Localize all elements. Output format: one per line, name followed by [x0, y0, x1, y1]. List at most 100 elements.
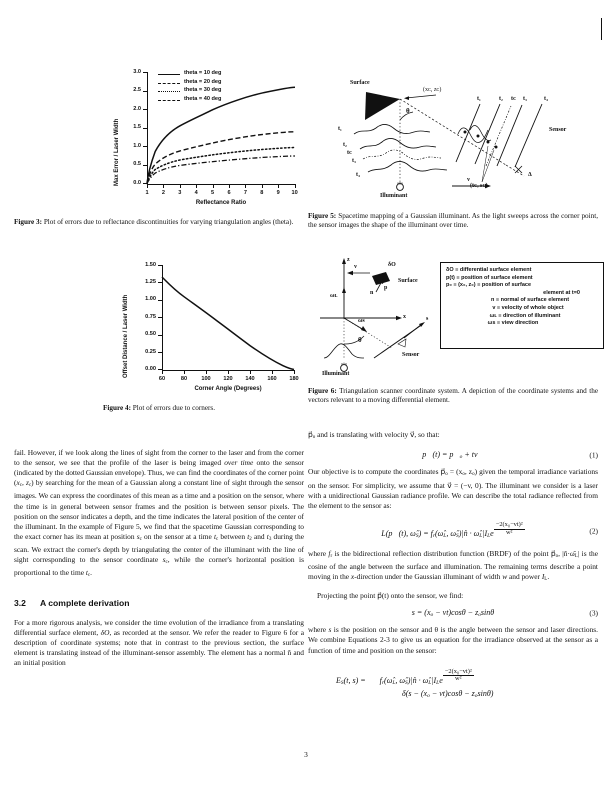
- fig5-label-t4-left: t₄: [356, 172, 360, 178]
- legend-item: theta = 20 deg: [158, 79, 250, 88]
- chart2-xlabel: Corner Angle (Degrees): [194, 386, 262, 392]
- legend-row: element at t=0: [543, 289, 580, 296]
- fig6-label-illuminant: Illuminant: [322, 371, 350, 377]
- chart1-xtick: [261, 184, 263, 188]
- chart1-xtick-label: 6: [227, 190, 231, 196]
- equation-4-exponent: −2(x₀−vt)² w²: [442, 667, 474, 683]
- section-heading-3-2: 3.2 A complete derivation: [14, 598, 304, 608]
- fig6-label-omega-l: ωʟ: [330, 293, 338, 299]
- fig6-label-sensor: Sensor: [402, 352, 420, 358]
- chart1-legend: theta = 10 deg theta = 20 deg theta = 30…: [158, 70, 250, 104]
- chart1-ytick: [143, 72, 147, 73]
- fig6-label-dO: δO: [388, 262, 396, 268]
- paragraph-brdf: where fr is the bidirectional reflection…: [308, 548, 598, 582]
- chart2-xtick: [184, 370, 185, 374]
- legend-row: v ≡ velocity of whole object: [492, 304, 564, 311]
- chart2-ytick: [158, 265, 162, 266]
- figure-4: Offset Distance / Laser Width 1.50 1.25 …: [118, 256, 308, 396]
- page-number: 3: [304, 750, 308, 759]
- legend-label: theta = 40 deg: [184, 95, 222, 102]
- chart1-ytick-label: 0.0: [133, 179, 141, 186]
- chart2-xtick-label: 140: [245, 376, 255, 382]
- equation-4-exp-num: −2(x₀−vt)²: [442, 667, 474, 677]
- chart2-ytick: [158, 369, 162, 370]
- chart1-ytick-label: 2.5: [133, 87, 141, 93]
- fig3-caption-label: Figure 3:: [14, 218, 43, 226]
- chart2-xtick: [250, 370, 251, 374]
- equation-4-rhs-line2: δ(s − (xo − vt)cosθ − zosinθ): [402, 689, 494, 700]
- crop-mark: [601, 18, 602, 40]
- chart2-xtick: [206, 370, 207, 374]
- chart1-xtick-label: 2: [161, 190, 165, 196]
- equation-2-number: (2): [589, 526, 598, 536]
- chart-max-error: Max Error / Laser Width 3.0 2.5 2.0 1.5 …: [108, 62, 304, 212]
- fig5-label-tc-left: tᴄ: [347, 150, 353, 156]
- fig5-label-t2-left: t₂: [343, 142, 347, 148]
- fig5-label-sensor-point: (tᴄ, sᴄ): [470, 183, 488, 189]
- chart1-ytick-label: 2.0: [133, 105, 141, 112]
- chart2-ytick: [158, 299, 162, 301]
- paragraph-translating: p⃗o and is translating with velocity v⃗,…: [308, 430, 440, 441]
- figure-6-caption: Figure 6: Triangulation scanner coordina…: [308, 387, 598, 406]
- chart2-ytick-label: 0.00: [145, 365, 156, 372]
- legend-item: theta = 30 deg: [158, 87, 250, 96]
- paragraph-projecting: Projecting the point p⃗(t) onto the sens…: [317, 591, 464, 601]
- figure-6-legend-box: δO ≡ differential surface element p(t) ≡…: [440, 262, 604, 349]
- equation-4-rhs-line1: fr(ω̂L, ω̂S)|n̂ · ω̂L|ILe: [379, 676, 443, 687]
- fig5-label-sensor: Sensor: [549, 127, 567, 133]
- chart2-xtick-label: 80: [180, 376, 188, 382]
- fig6-label-x: x: [403, 314, 406, 320]
- chart1-x-axis: [147, 183, 295, 185]
- equation-4: ES(t, s) = fr(ω̂L, ω̂S)|n̂ · ω̂L|ILe −2(x…: [308, 667, 598, 700]
- chart1-ytick-label: 3.0: [133, 68, 141, 75]
- chart2-ytick: [158, 334, 162, 336]
- fig5-label-tc-sensor: tᴄ: [511, 96, 517, 102]
- fig6-caption-label: Figure 6:: [308, 387, 337, 395]
- legend-swatch-solid: [158, 74, 180, 75]
- section-number: 3.2: [14, 597, 26, 608]
- legend-row: ωʟ ≡ direction of illuminant: [489, 312, 561, 319]
- legend-swatch-dotted: [158, 91, 180, 92]
- legend-row: ωs ≡ view direction: [487, 320, 539, 327]
- chart1-xtick: [163, 184, 165, 188]
- fig5-caption-text: Spacetime mapping of a Gaussian illumina…: [308, 212, 599, 230]
- chart1-xtick-label: 9: [276, 190, 280, 196]
- chart2-xtick-label: 120: [223, 376, 233, 382]
- chart1-ytick: [143, 164, 147, 166]
- legend-row: δO ≡ differential surface element: [446, 267, 532, 273]
- equation-1: p⃗(t) = p⃗o + tv⃗ (1): [308, 450, 598, 460]
- fig5-label-surface: Surface: [350, 80, 370, 86]
- paragraph-combine: where s is the position on the sensor an…: [308, 625, 598, 655]
- chart2-y-axis: [162, 265, 163, 370]
- chart1-xtick: [245, 184, 247, 188]
- equation-1-number: (1): [589, 450, 598, 460]
- fig6-label-s: s: [426, 316, 429, 322]
- fig6-label-omega-s: ωs: [358, 318, 365, 324]
- equation-3-number: (3): [589, 608, 598, 618]
- legend-row: n ≡ normal of surface element: [490, 297, 570, 304]
- legend-row: p₀ ≡ (x₀, z₀) ≡ position of surface: [446, 282, 532, 289]
- fig6-label-v: v: [354, 264, 357, 270]
- fig5-label-t4-sensor: t₄: [544, 96, 548, 102]
- chart1-xtick: [278, 184, 280, 188]
- chart1-ytick-label: 1.5: [133, 124, 141, 130]
- legend-label: theta = 20 deg: [184, 78, 222, 85]
- chart2-ytick-label: 0.75: [145, 313, 156, 320]
- chart2-xtick-label: 60: [158, 376, 166, 382]
- paragraph-objective: Our objective is to compute the coordina…: [308, 467, 598, 510]
- chart2-ytick: [158, 317, 162, 319]
- legend-label: theta = 30 deg: [184, 87, 222, 93]
- equation-1-body: p⃗(t) = p⃗o + tv⃗: [422, 450, 484, 461]
- equation-3: s = (xo − vt)cosθ − zosinθ (3): [308, 608, 598, 618]
- body-column-right: p⃗o and is translating with velocity v⃗,…: [308, 430, 598, 707]
- fig3-caption-text: Plot of errors due to reflectance discon…: [43, 218, 294, 226]
- chart2-xtick: [162, 370, 163, 374]
- chart1-xtick-label: 5: [211, 190, 215, 196]
- equation-3-body: s = (xo − vt)cosθ − zosinθ: [411, 608, 495, 619]
- chart1-xlabel: Reflectance Ratio: [195, 200, 247, 206]
- fig6-label-surface: Surface: [398, 278, 418, 284]
- chart2-xtick: [272, 370, 273, 374]
- chart1-xtick: [229, 184, 230, 188]
- chart1-xtick: [179, 184, 181, 188]
